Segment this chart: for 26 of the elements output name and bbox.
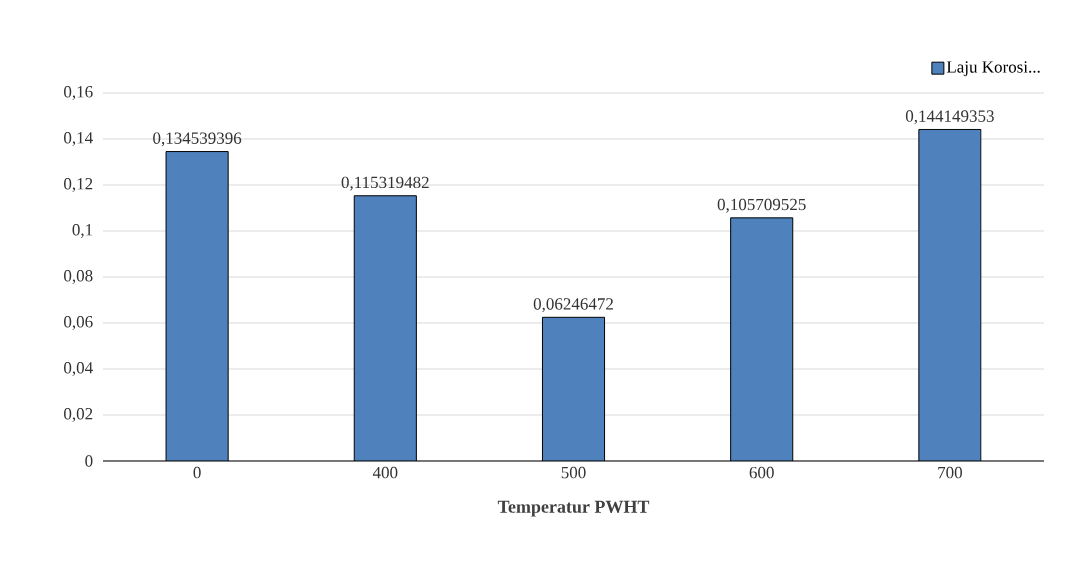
x-tick-label: 0 bbox=[193, 466, 201, 479]
legend-label: Laju Korosi... bbox=[946, 61, 1040, 77]
bar bbox=[354, 195, 417, 461]
bar bbox=[542, 317, 605, 461]
x-tick-label: 500 bbox=[561, 466, 586, 479]
y-tick-label: 0,1 bbox=[72, 224, 93, 238]
data-label: 0,134539396 bbox=[153, 132, 242, 147]
data-label: 0,115319482 bbox=[341, 176, 429, 191]
y-tick-label: 0,08 bbox=[64, 270, 93, 284]
bar bbox=[730, 217, 793, 461]
x-axis-title: Temperatur PWHT bbox=[497, 500, 650, 517]
y-tick-label: 0 bbox=[85, 455, 93, 467]
x-tick-label: 700 bbox=[938, 466, 963, 479]
data-label: 0,144149353 bbox=[905, 110, 994, 125]
x-tick-label: 600 bbox=[749, 466, 774, 479]
bar bbox=[166, 151, 229, 461]
y-tick-label: 0,14 bbox=[64, 132, 93, 146]
y-tick-label: 0,06 bbox=[64, 316, 93, 330]
y-tick-label: 0,12 bbox=[64, 178, 93, 192]
data-label: 0,105709525 bbox=[717, 198, 806, 213]
y-tick-label: 0,02 bbox=[64, 408, 93, 422]
y-tick-label: 0,04 bbox=[64, 362, 93, 376]
x-tick-label: 400 bbox=[372, 466, 398, 479]
bar bbox=[918, 128, 982, 461]
y-tick-label: 0,16 bbox=[64, 86, 93, 100]
data-label: 0,06246472 bbox=[533, 298, 613, 313]
